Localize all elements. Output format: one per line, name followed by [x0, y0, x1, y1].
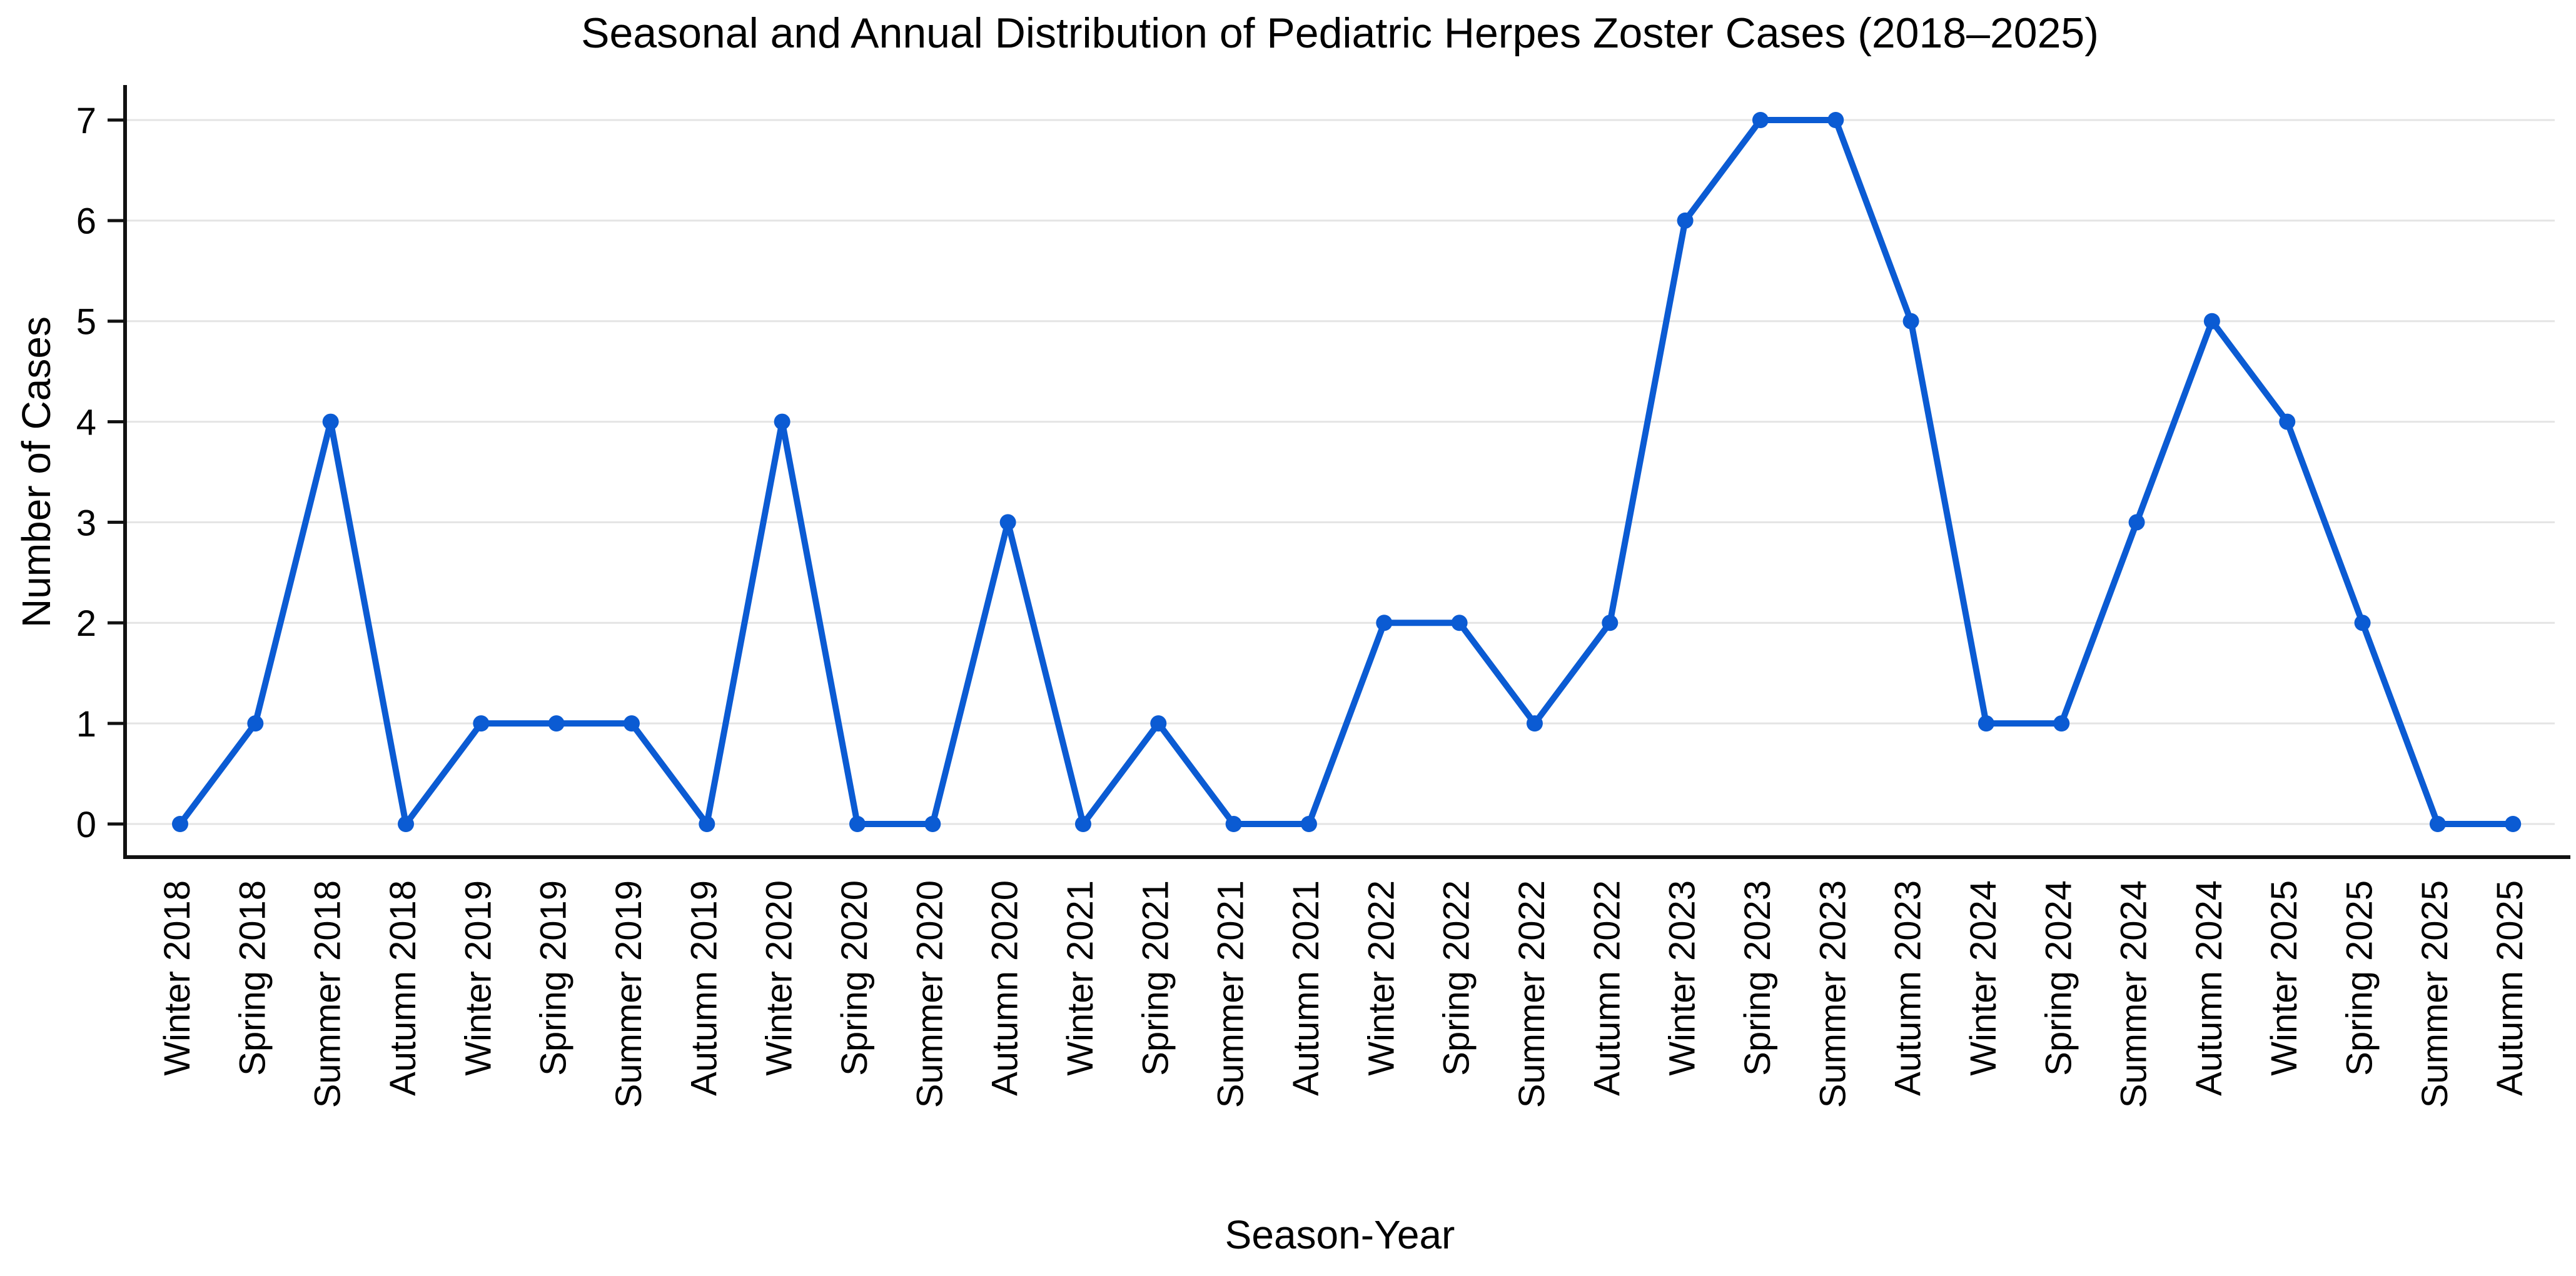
data-point [247, 715, 264, 732]
x-tick-label: Summer 2020 [909, 880, 950, 1108]
data-point [774, 413, 790, 430]
x-tick-label: Winter 2021 [1060, 880, 1101, 1076]
data-point [1902, 313, 1919, 329]
data-point [1225, 816, 1242, 832]
x-tick-label: Summer 2022 [1512, 880, 1552, 1108]
y-tick-label: 1 [76, 704, 96, 745]
data-point [322, 413, 339, 430]
x-tick-label: Winter 2022 [1361, 880, 1402, 1076]
x-tick-label: Spring 2018 [232, 880, 273, 1076]
data-point [1827, 112, 1844, 129]
data-point [1300, 816, 1317, 832]
x-tick-label: Autumn 2019 [684, 880, 724, 1096]
x-tick-label: Winter 2025 [2264, 880, 2305, 1076]
data-point [2505, 816, 2522, 832]
data-point [623, 715, 640, 732]
data-point [2128, 514, 2145, 531]
y-tick-label: 5 [76, 302, 96, 343]
y-tick-label: 6 [76, 201, 96, 242]
x-tick-label: Autumn 2025 [2490, 880, 2530, 1096]
x-tick-label: Autumn 2023 [1888, 880, 1929, 1096]
x-tick-label: Summer 2018 [308, 880, 348, 1108]
data-point [172, 816, 188, 832]
x-tick-label: Spring 2019 [533, 880, 574, 1076]
y-tick-label: 4 [76, 402, 96, 443]
data-point [2279, 413, 2296, 430]
data-point [849, 816, 866, 832]
x-tick-label: Summer 2021 [1211, 880, 1251, 1108]
x-tick-label: Autumn 2021 [1286, 880, 1326, 1096]
data-point [999, 514, 1016, 531]
x-tick-label: Autumn 2018 [383, 880, 423, 1096]
y-tick-label: 0 [76, 805, 96, 845]
x-tick-label: Spring 2021 [1135, 880, 1176, 1076]
data-point [1074, 816, 1091, 832]
data-point [1977, 715, 1994, 732]
data-point [548, 715, 565, 732]
data-point [2354, 615, 2371, 631]
data-point [397, 816, 414, 832]
data-point [1677, 212, 1694, 229]
chart-title: Seasonal and Annual Distribution of Pedi… [581, 9, 2099, 57]
x-tick-label: Autumn 2022 [1587, 880, 1627, 1096]
x-tick-label: Spring 2024 [2038, 880, 2079, 1076]
x-tick-label: Winter 2018 [157, 880, 198, 1076]
x-tick-label: Autumn 2020 [985, 880, 1026, 1096]
x-tick-label: Summer 2024 [2114, 880, 2154, 1108]
y-tick-label: 2 [76, 603, 96, 644]
x-tick-label: Winter 2020 [759, 880, 800, 1076]
x-tick-label: Spring 2020 [834, 880, 875, 1076]
series-line [177, 117, 2517, 827]
x-tick-label: Summer 2019 [609, 880, 649, 1108]
data-point [1602, 615, 1619, 631]
x-tick-label: Summer 2023 [1812, 880, 1853, 1108]
data-point [1752, 112, 1769, 129]
data-point [2203, 313, 2220, 329]
y-tick-label: 7 [76, 101, 96, 141]
data-point [1150, 715, 1167, 732]
data-point [2429, 816, 2446, 832]
data-point [924, 816, 941, 832]
x-tick-label: Winter 2019 [458, 880, 498, 1076]
x-axis-title: Season-Year [1225, 1212, 1455, 1257]
data-point [473, 715, 490, 732]
data-point [1451, 615, 1468, 631]
data-point [699, 816, 715, 832]
x-tick-label: Spring 2023 [1737, 880, 1778, 1076]
x-tick-label: Winter 2023 [1662, 880, 1703, 1076]
x-tick-label: Spring 2022 [1437, 880, 1477, 1076]
x-tick-label: Spring 2025 [2340, 880, 2380, 1076]
x-tick-label: Autumn 2024 [2189, 880, 2230, 1096]
data-point [1376, 615, 1393, 631]
y-tick-label: 3 [76, 503, 96, 543]
x-tick-label: Winter 2024 [1963, 880, 2004, 1076]
data-point [1526, 715, 1543, 732]
x-tick-label: Summer 2025 [2415, 880, 2455, 1108]
data-point [2053, 715, 2070, 732]
